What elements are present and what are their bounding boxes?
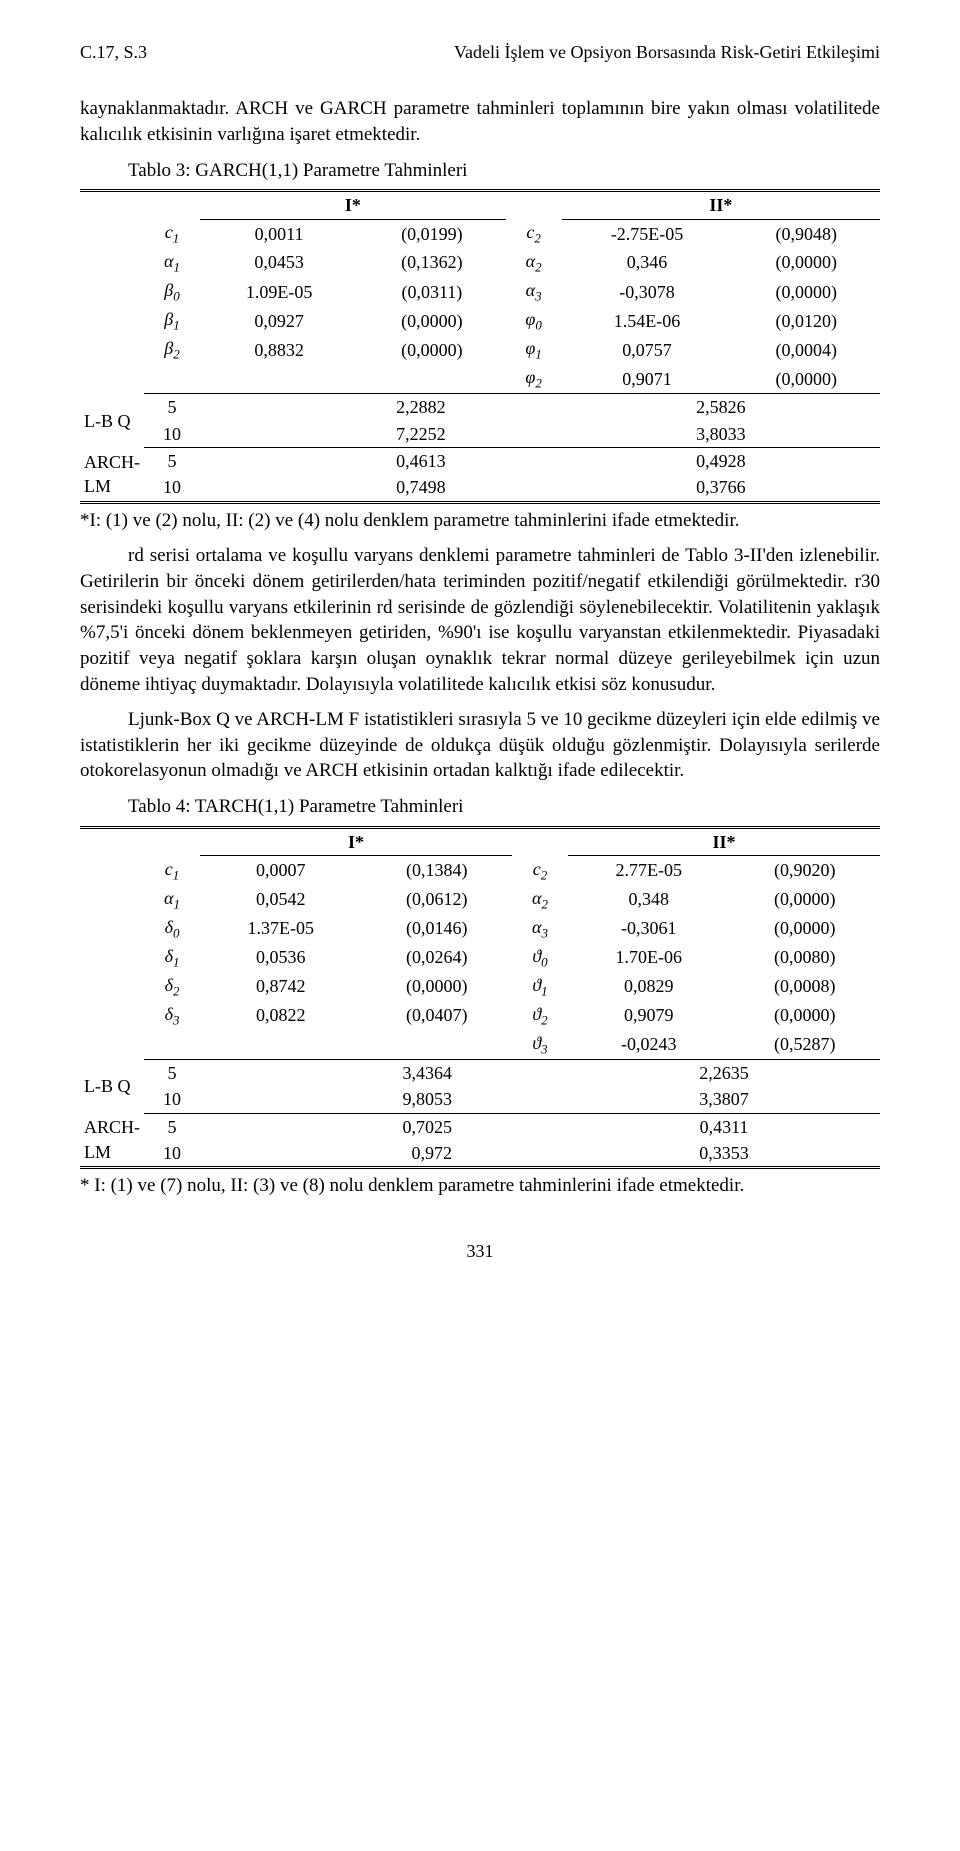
table-row: L-B Q 5 3,4364 2,2635 [80,1060,880,1087]
header-left: C.17, S.3 [80,40,147,64]
table-row: ARCH-LM 5 0,4613 0,4928 [80,448,880,475]
table-row: δ0 1.37E-05 (0,0146) α3 -0,3061 (0,0000) [80,914,880,943]
table4: I* II* c1 0,0007 (0,1384) c2 2.77E-05 (0… [80,826,880,1170]
table-row: 10 9,8053 3,3807 [80,1086,880,1113]
table-row: c1 0,0007 (0,1384) c2 2.77E-05 (0,9020) [80,856,880,885]
sym-c1: c1 [165,222,179,242]
paragraph-3: Ljunk-Box Q ve ARCH-LM F istatistikleri … [80,707,880,784]
lbq-label: L-B Q [80,1060,144,1114]
table-row: 10 7,2252 3,8033 [80,421,880,448]
table-row: β2 0,8832 (0,0000) φ1 0,0757 (0,0004) [80,335,880,364]
page: C.17, S.3 Vadeli İşlem ve Opsiyon Borsas… [0,0,960,1323]
page-number: 331 [80,1239,880,1263]
lbq-label: L-B Q [80,394,144,448]
header-right: Vadeli İşlem ve Opsiyon Borsasında Risk-… [454,40,880,64]
table-row: ϑ3 -0,0243 (0,5287) [80,1030,880,1060]
table3-note: *I: (1) ve (2) nolu, II: (2) ve (4) nolu… [80,508,880,534]
sym-c2: c2 [526,222,540,242]
table4-col-I: I* [200,827,512,855]
table3-header-row: I* II* [80,191,880,219]
table4-note: * I: (1) ve (7) nolu, II: (3) ve (8) nol… [80,1173,880,1199]
table-row: δ2 0,8742 (0,0000) ϑ1 0,0829 (0,0008) [80,972,880,1001]
table4-caption: Tablo 4: TARCH(1,1) Parametre Tahminleri [80,794,880,820]
table4-header-row: I* II* [80,827,880,855]
cell: (0,9048) [732,219,880,248]
archlm-label: ARCH-LM [80,448,144,503]
table3-col-II: II* [562,191,880,219]
cell: -2.75E-05 [562,219,733,248]
table-row: ARCH-LM 5 0,7025 0,4311 [80,1113,880,1140]
table-row: δ1 0,0536 (0,0264) ϑ0 1.70E-06 (0,0080) [80,943,880,972]
table-row: β0 1.09E-05 (0,0311) α3 -0,3078 (0,0000) [80,277,880,306]
cell: (0,0199) [358,219,506,248]
table-row: α1 0,0542 (0,0612) α2 0,348 (0,0000) [80,885,880,914]
table3: I* II* c1 0,0011 (0,0199) c2 -2.75E-05 (… [80,189,880,503]
table-row: 10 0,7498 0,3766 [80,474,880,502]
running-header: C.17, S.3 Vadeli İşlem ve Opsiyon Borsas… [80,40,880,64]
table3-col-I: I* [200,191,506,219]
cell: 0,0011 [200,219,358,248]
paragraph-1: kaynaklanmaktadır. ARCH ve GARCH paramet… [80,96,880,147]
table4-col-II: II* [568,827,880,855]
archlm-label: ARCH-LM [80,1113,144,1168]
table3-caption: Tablo 3: GARCH(1,1) Parametre Tahminleri [80,158,880,184]
paragraph-2: rd serisi ortalama ve koşullu varyans de… [80,543,880,697]
table-row: β1 0,0927 (0,0000) φ0 1.54E-06 (0,0120) [80,306,880,335]
table-row: 10 0,972 0,3353 [80,1140,880,1168]
table-row: L-B Q 5 2,2882 2,5826 [80,394,880,421]
table-row: α1 0,0453 (0,1362) α2 0,346 (0,0000) [80,248,880,277]
table-row: c1 0,0011 (0,0199) c2 -2.75E-05 (0,9048) [80,219,880,248]
table-row: φ2 0,9071 (0,0000) [80,364,880,394]
table-row: δ3 0,0822 (0,0407) ϑ2 0,9079 (0,0000) [80,1001,880,1030]
